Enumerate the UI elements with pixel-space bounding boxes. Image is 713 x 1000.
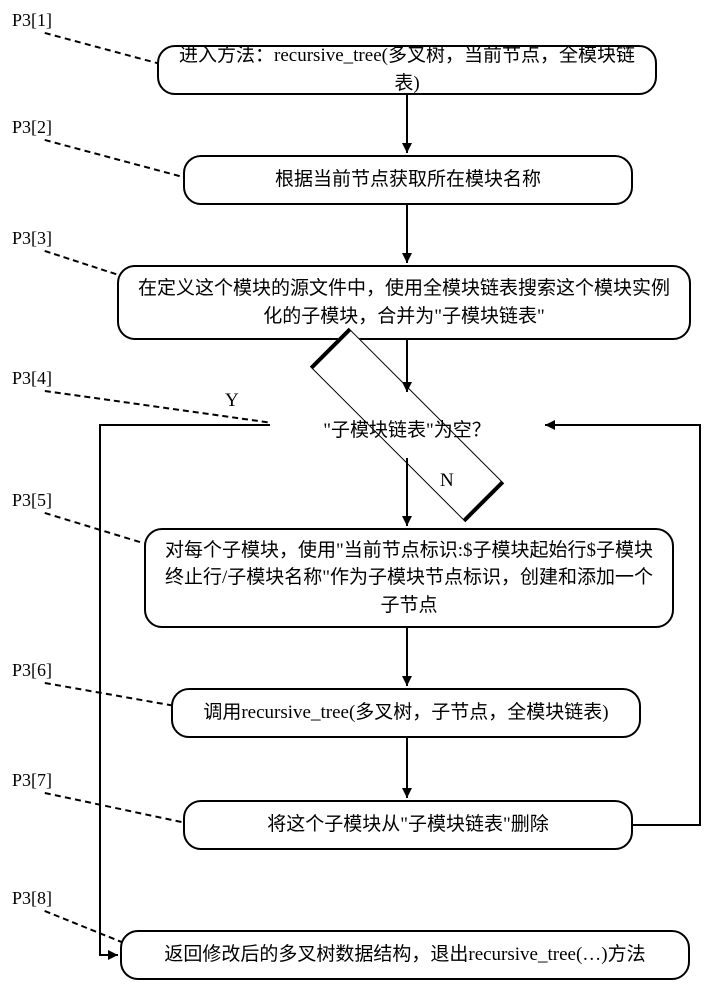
step-label-6: P3[6] bbox=[12, 660, 52, 681]
leader-6 bbox=[45, 682, 173, 707]
process-box-8: 返回修改后的多叉树数据结构，退出recursive_tree(…)方法 bbox=[120, 930, 690, 980]
process-box-2: 根据当前节点获取所在模块名称 bbox=[183, 155, 633, 205]
leader-7 bbox=[45, 792, 192, 825]
leader-2 bbox=[44, 139, 189, 180]
step-label-7: P3[7] bbox=[12, 770, 52, 791]
process-box-1: 进入方法：recursive_tree(多叉树，当前节点，全模块链表) bbox=[157, 45, 657, 95]
edge-label-no: N bbox=[440, 470, 454, 492]
leader-5 bbox=[44, 512, 150, 546]
leader-1 bbox=[44, 32, 160, 65]
edge-label-yes: Y bbox=[225, 390, 239, 412]
process-box-6: 调用recursive_tree(多叉树，子节点，全模块链表) bbox=[171, 688, 641, 738]
step-label-5: P3[5] bbox=[12, 490, 52, 511]
leader-8 bbox=[44, 910, 133, 947]
process-box-5: 对每个子模块，使用"当前节点标识:$子模块起始行$子模块终止行/子模块名称"作为… bbox=[144, 528, 674, 628]
step-label-8: P3[8] bbox=[12, 888, 52, 909]
process-box-7: 将这个子模块从"子模块链表"删除 bbox=[183, 800, 633, 850]
decision-text: "子模块链表"为空？ bbox=[307, 415, 507, 442]
flowchart-canvas: P3[1] P3[2] P3[3] P3[4] P3[5] P3[6] P3[7… bbox=[0, 0, 713, 1000]
step-label-2: P3[2] bbox=[12, 117, 52, 138]
flow-arrows bbox=[0, 0, 713, 1000]
step-label-3: P3[3] bbox=[12, 228, 52, 249]
step-label-4: P3[4] bbox=[12, 368, 52, 389]
process-box-3: 在定义这个模块的源文件中，使用全模块链表搜索这个模块实例化的子模块，合并为"子模… bbox=[117, 265, 691, 340]
step-label-1: P3[1] bbox=[12, 10, 52, 31]
